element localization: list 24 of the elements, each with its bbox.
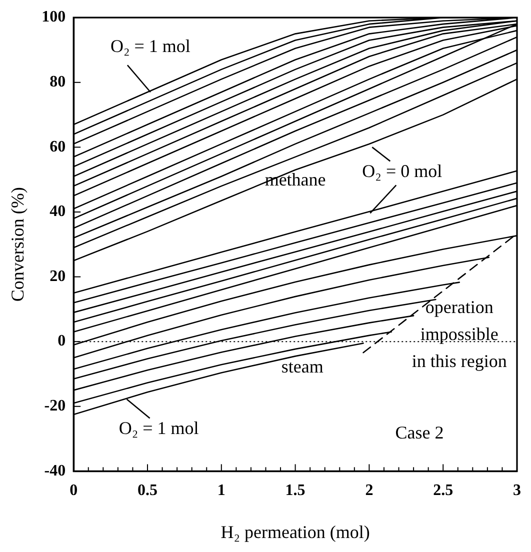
x-tick-label: 1.5 bbox=[285, 482, 306, 499]
y-tick-label: 40 bbox=[50, 203, 66, 220]
annotation: methane bbox=[264, 170, 326, 190]
x-tick-label: 1 bbox=[217, 482, 226, 499]
y-tick-label: -20 bbox=[44, 398, 66, 415]
y-tick-label: -40 bbox=[44, 462, 66, 480]
annotation: steam bbox=[281, 356, 324, 377]
y-tick-label: 60 bbox=[50, 138, 66, 156]
annotation: O₂ = 1 mol bbox=[110, 36, 190, 56]
annotation: O₂ = 1 mol bbox=[118, 418, 199, 438]
y-tick-label: 20 bbox=[50, 268, 66, 285]
annotation: operation impossible in this region bbox=[412, 296, 507, 371]
x-tick-label: 0.5 bbox=[138, 482, 158, 499]
x-tick-label: 2.5 bbox=[433, 482, 454, 499]
annotation: O₂ = 0 mol bbox=[362, 160, 442, 181]
x-tick-label: 0 bbox=[70, 482, 78, 499]
y-tick-label: 0 bbox=[58, 332, 66, 350]
x-axis-title: H₂ permeation (mol) bbox=[220, 522, 370, 542]
x-tick-label: 3 bbox=[513, 482, 521, 499]
y-axis-title: Conversion (%) bbox=[8, 187, 28, 302]
annotation: Case 2 bbox=[395, 422, 444, 442]
y-tick-label: 80 bbox=[50, 74, 66, 91]
x-tick-label: 2 bbox=[365, 482, 374, 499]
y-tick-label: 100 bbox=[42, 8, 66, 26]
